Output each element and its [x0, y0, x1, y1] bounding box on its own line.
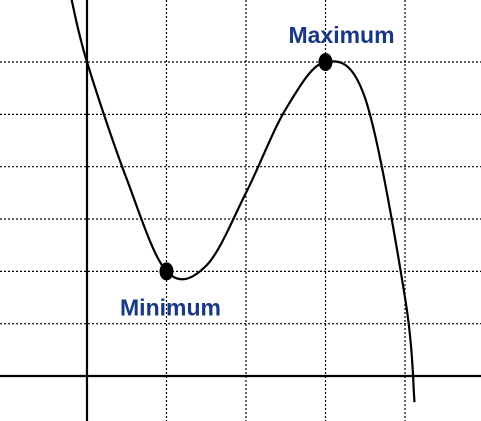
- function-curve: [70, 0, 416, 403]
- minimum-point: [159, 262, 174, 281]
- extrema-points: Minimum Maximum: [120, 22, 395, 320]
- minimum-label: Minimum: [120, 294, 221, 320]
- maximum-point: [318, 53, 333, 72]
- maximum-label: Maximum: [288, 22, 394, 48]
